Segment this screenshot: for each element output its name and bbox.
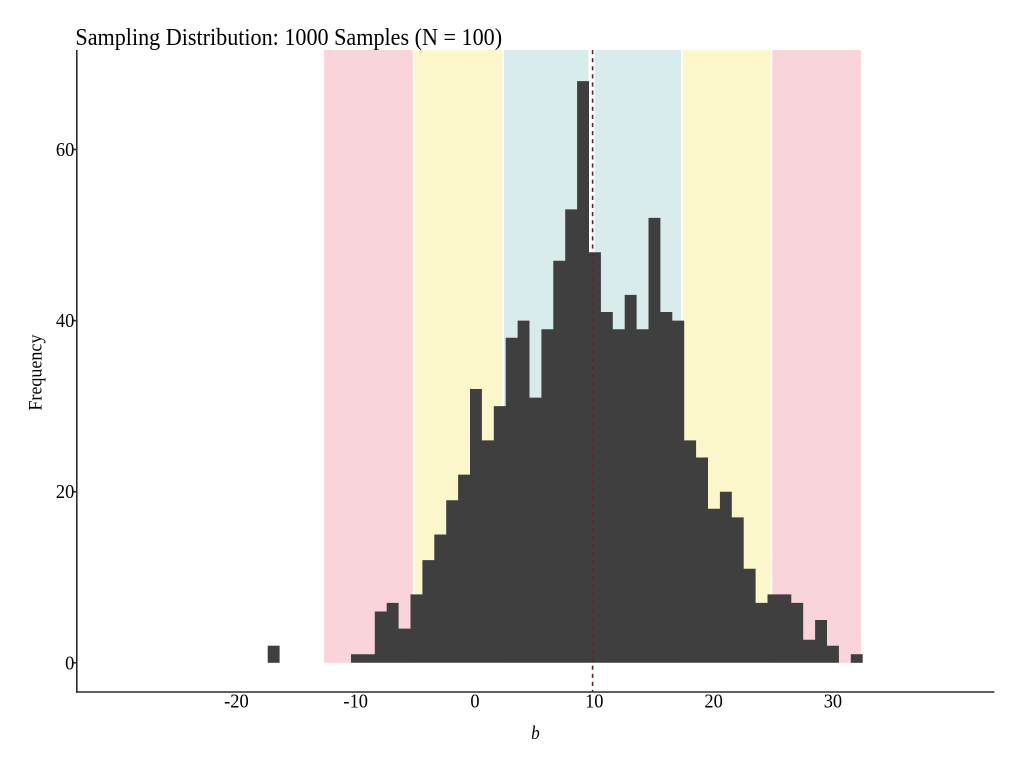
svg-text:Frequency: Frequency [25, 334, 47, 411]
svg-text:Sampling Distribution: 1000 Sa: Sampling Distribution: 1000 Samples (N =… [75, 23, 502, 50]
svg-text:60: 60 [56, 140, 74, 162]
svg-text:0: 0 [65, 653, 74, 675]
svg-text:20: 20 [56, 482, 74, 504]
svg-text:0: 0 [470, 691, 479, 713]
svg-text:30: 30 [824, 691, 842, 713]
svg-text:10: 10 [585, 691, 603, 713]
svg-text:b: b [531, 722, 540, 743]
svg-text:-10: -10 [343, 691, 368, 713]
svg-text:20: 20 [704, 691, 722, 713]
svg-text:-20: -20 [224, 691, 249, 713]
svg-text:40: 40 [56, 311, 74, 333]
